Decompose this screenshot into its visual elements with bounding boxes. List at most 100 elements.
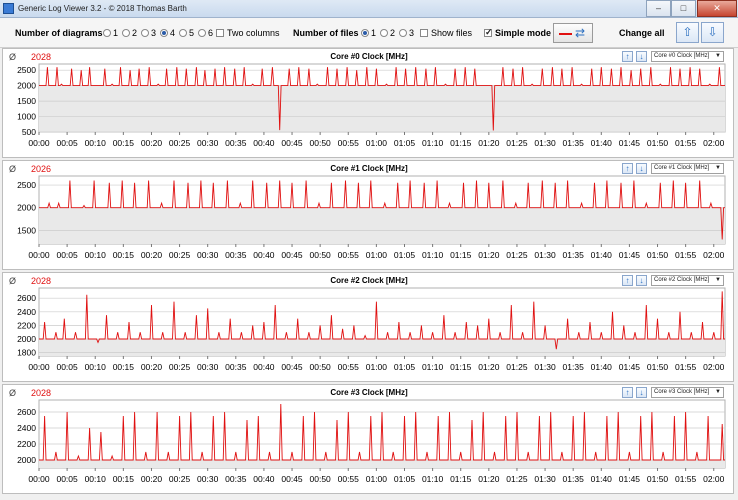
move-down-button[interactable]: ↓ [636, 163, 647, 174]
x-tick-label: 01:00 [366, 474, 388, 484]
checkbox-box[interactable] [216, 29, 224, 37]
radio-label: 5 [189, 28, 195, 38]
radio-dot[interactable] [361, 29, 369, 37]
series-color-button[interactable]: ⇄ [553, 23, 593, 43]
x-tick-label: 01:50 [647, 362, 669, 372]
maximize-button[interactable]: □ [671, 0, 696, 17]
x-tick-label: 00:05 [56, 362, 78, 372]
x-tick-label: 01:20 [478, 250, 500, 260]
radio-label: 6 [208, 28, 214, 38]
x-tick-label: 01:05 [394, 250, 416, 260]
diagrams-label: Number of diagrams [15, 28, 103, 38]
diagrams-radio-2[interactable]: 2 [122, 28, 137, 38]
x-tick-label: 00:25 [169, 138, 191, 148]
x-tick-label: 01:05 [394, 474, 416, 484]
series-line [39, 403, 725, 461]
window-titlebar: Generic Log Viewer 3.2 - © 2018 Thomas B… [0, 0, 738, 18]
x-tick-label: 00:15 [113, 362, 135, 372]
files-radio-1[interactable]: 1 [361, 28, 376, 38]
x-tick-label: 01:35 [563, 362, 585, 372]
move-up-button[interactable]: ↑ [622, 387, 633, 398]
series-select[interactable]: Core #1 Clock [MHz] ▼ [651, 163, 724, 174]
move-down-all-button[interactable]: ⇩ [701, 22, 724, 43]
x-tick-label: 00:55 [338, 250, 360, 260]
x-tick-label: 00:25 [169, 474, 191, 484]
checkbox-box[interactable] [420, 29, 428, 37]
x-tick-label: 01:45 [619, 138, 641, 148]
move-down-button[interactable]: ↓ [636, 275, 647, 286]
move-down-button[interactable]: ↓ [636, 387, 647, 398]
checkbox-box[interactable] [484, 27, 493, 38]
x-tick-label: 00:45 [281, 250, 303, 260]
radio-dot[interactable] [160, 29, 168, 37]
radio-dot[interactable] [141, 29, 149, 37]
radio-dot[interactable] [179, 29, 187, 37]
simple-mode-label: Simple mode [495, 28, 552, 38]
x-tick-label: 01:15 [450, 250, 472, 260]
x-tick-label: 01:40 [591, 362, 613, 372]
chevron-down-icon: ▼ [715, 277, 721, 283]
series-select[interactable]: Core #0 Clock [MHz] ▼ [651, 51, 724, 62]
x-tick-label: 00:15 [113, 250, 135, 260]
x-tick-label: 00:30 [197, 362, 219, 372]
files-radio-2[interactable]: 2 [380, 28, 395, 38]
x-tick-label: 01:20 [478, 474, 500, 484]
diagram-title: Core #0 Clock [MHz] [330, 52, 408, 61]
x-tick-label: 01:45 [619, 362, 641, 372]
x-tick-label: 00:45 [281, 138, 303, 148]
x-tick-label: 00:10 [85, 362, 107, 372]
y-tick-label: 2000 [17, 455, 36, 465]
x-tick-label: 01:50 [647, 474, 669, 484]
x-tick-label: 00:20 [141, 362, 163, 372]
radio-dot[interactable] [380, 29, 388, 37]
x-tick-label: 00:35 [225, 362, 247, 372]
move-up-button[interactable]: ↑ [622, 275, 633, 286]
two-columns-checkbox[interactable]: Two columns [216, 28, 280, 38]
x-tick-label: 00:20 [141, 250, 163, 260]
files-label: Number of files [293, 28, 359, 38]
radio-dot[interactable] [103, 29, 111, 37]
series-select-value: Core #3 Clock [MHz] [654, 389, 710, 395]
files-radio-3[interactable]: 3 [399, 28, 414, 38]
x-tick-label: 01:00 [366, 138, 388, 148]
color-line-icon [559, 33, 572, 35]
radio-dot[interactable] [198, 29, 206, 37]
diagram-title: Core #1 Clock [MHz] [330, 164, 408, 173]
close-button[interactable]: ✕ [697, 0, 737, 17]
x-tick-label: 00:40 [253, 138, 275, 148]
x-tick-label: 00:05 [56, 474, 78, 484]
show-files-checkbox[interactable]: Show files [420, 28, 472, 38]
plot-fill [39, 85, 725, 132]
diagrams-radio-5[interactable]: 5 [179, 28, 194, 38]
diagrams-radio-3[interactable]: 3 [141, 28, 156, 38]
y-tick-label: 2400 [17, 423, 36, 433]
minimize-button[interactable]: – [646, 0, 671, 17]
radio-dot[interactable] [122, 29, 130, 37]
move-up-button[interactable]: ↑ [622, 51, 633, 62]
x-tick-label: 01:30 [534, 250, 556, 260]
series-select[interactable]: Core #3 Clock [MHz] ▼ [651, 387, 724, 398]
x-tick-label: 00:10 [85, 474, 107, 484]
series-select[interactable]: Core #2 Clock [MHz] ▼ [651, 275, 724, 286]
x-tick-label: 00:35 [225, 474, 247, 484]
move-up-button[interactable]: ↑ [622, 163, 633, 174]
x-tick-label: 01:50 [647, 250, 669, 260]
diagram-panel: 2500 2000 1500 00:00 00:05 00:10 00:15 00:20 00:… [2, 160, 734, 270]
x-tick-label: 01:55 [675, 138, 697, 148]
diagrams-radio-6[interactable]: 6 [198, 28, 213, 38]
x-tick-label: 01:15 [450, 362, 472, 372]
diagrams-radio-4[interactable]: 4 [160, 28, 175, 38]
x-tick-label: 00:20 [141, 138, 163, 148]
x-tick-label: 00:00 [28, 138, 50, 148]
x-tick-label: 02:00 [703, 362, 725, 372]
x-tick-label: 00:00 [28, 362, 50, 372]
radio-dot[interactable] [399, 29, 407, 37]
series-select-value: Core #1 Clock [MHz] [654, 165, 710, 171]
simple-mode-checkbox[interactable]: Simple mode [484, 27, 552, 38]
move-down-button[interactable]: ↓ [636, 51, 647, 62]
move-up-all-button[interactable]: ⇧ [676, 22, 699, 43]
diagrams-radio-1[interactable]: 1 [103, 28, 118, 38]
plot-fill [39, 207, 725, 244]
x-tick-label: 00:25 [169, 362, 191, 372]
x-tick-label: 01:30 [534, 138, 556, 148]
